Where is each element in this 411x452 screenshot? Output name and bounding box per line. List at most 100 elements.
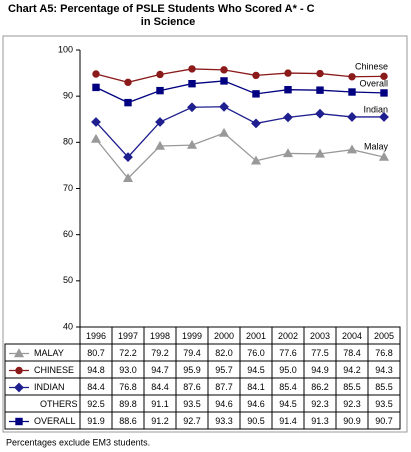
marker xyxy=(283,112,293,123)
marker xyxy=(284,69,292,77)
x-tick-label: 2000 xyxy=(214,331,234,341)
x-tick-label: 2003 xyxy=(310,331,330,341)
legend-marker xyxy=(15,417,23,426)
table-value: 80.7 xyxy=(87,348,105,358)
table-value: 95.7 xyxy=(215,365,233,375)
chart-title: Chart A5: Percentage of PSLE Students Wh… xyxy=(8,3,315,15)
table-value: 88.6 xyxy=(119,416,137,426)
table-value: 92.3 xyxy=(311,399,329,409)
marker xyxy=(188,80,196,88)
table-value: 91.2 xyxy=(151,416,169,426)
marker xyxy=(252,90,260,98)
x-tick-label: 1997 xyxy=(118,331,138,341)
table-value: 91.3 xyxy=(311,416,329,426)
table-value: 79.2 xyxy=(151,348,169,358)
marker xyxy=(218,127,230,137)
table-value: 95.9 xyxy=(183,365,201,375)
table-value: 84.4 xyxy=(151,382,169,392)
table-value: 93.5 xyxy=(183,399,201,409)
y-tick-label: 50 xyxy=(63,275,73,285)
table-value: 94.9 xyxy=(311,365,329,375)
marker xyxy=(90,133,102,143)
table-value: 90.7 xyxy=(375,416,393,426)
marker xyxy=(155,117,165,127)
y-tick-label: 100 xyxy=(58,44,73,54)
annotation: Malay xyxy=(364,141,389,151)
table-value: 94.2 xyxy=(343,365,361,375)
legend-marker xyxy=(15,366,23,375)
marker xyxy=(220,77,228,85)
marker xyxy=(186,139,198,149)
table-value: 77.5 xyxy=(311,348,329,358)
table-value: 79.4 xyxy=(183,348,201,358)
table-value: 92.7 xyxy=(183,416,201,426)
table-value: 85.4 xyxy=(279,382,297,392)
marker xyxy=(252,71,260,80)
y-tick-label: 60 xyxy=(63,229,73,239)
marker xyxy=(282,148,294,158)
table-value: 91.4 xyxy=(279,416,297,426)
table-value: 76.8 xyxy=(375,348,393,358)
marker xyxy=(92,83,100,92)
marker xyxy=(156,86,164,95)
table-value: 90.9 xyxy=(343,416,361,426)
table-value: 93.0 xyxy=(119,365,137,375)
table-value: 94.5 xyxy=(247,365,265,375)
marker xyxy=(124,98,132,107)
table-value: 91.9 xyxy=(87,416,105,426)
marker xyxy=(380,89,388,97)
table-value: 93.5 xyxy=(375,399,393,409)
footnote: Percentages exclude EM3 students. xyxy=(6,437,150,447)
legend-label: CHINESE xyxy=(34,365,74,375)
marker xyxy=(378,151,390,161)
annotation: Chinese xyxy=(355,61,388,71)
table-value: 93.3 xyxy=(215,416,233,426)
marker xyxy=(314,148,326,158)
x-tick-label: 2002 xyxy=(278,331,298,341)
marker xyxy=(122,173,134,183)
table-value: 76.0 xyxy=(247,348,265,358)
table-value: 91.1 xyxy=(151,399,169,409)
marker xyxy=(251,118,261,129)
table-value: 94.3 xyxy=(375,365,393,375)
chart-frame xyxy=(2,35,408,433)
series-line xyxy=(95,68,385,83)
annotation: Overall xyxy=(359,78,388,88)
y-tick-label: 70 xyxy=(63,183,73,193)
x-tick-label: 2005 xyxy=(374,331,394,341)
table-value: 87.6 xyxy=(183,382,201,392)
table-value: 84.1 xyxy=(247,382,265,392)
legend-label: OTHERS xyxy=(40,399,78,409)
table-value: 85.5 xyxy=(343,382,361,392)
table-value: 94.5 xyxy=(279,399,297,409)
marker xyxy=(187,102,197,113)
marker xyxy=(219,101,229,112)
table-value: 92.3 xyxy=(343,399,361,409)
marker xyxy=(284,86,292,94)
series-line xyxy=(95,106,384,159)
marker xyxy=(348,73,356,81)
x-tick-label: 1996 xyxy=(86,331,106,341)
chart-title: in Science xyxy=(141,16,195,28)
annotation: Indian xyxy=(363,104,388,114)
table-value: 92.5 xyxy=(87,399,105,409)
table-value: 77.6 xyxy=(279,348,297,358)
table-value: 87.7 xyxy=(215,382,233,392)
table-value: 94.6 xyxy=(247,399,265,409)
table-value: 89.8 xyxy=(119,399,137,409)
marker xyxy=(123,152,133,163)
marker xyxy=(348,88,356,96)
series-line xyxy=(95,132,385,180)
table-value: 94.6 xyxy=(215,399,233,409)
marker xyxy=(91,117,101,127)
legend-marker xyxy=(13,348,25,358)
marker xyxy=(315,108,325,119)
y-tick-label: 90 xyxy=(63,91,73,101)
marker xyxy=(154,140,166,150)
x-tick-label: 2001 xyxy=(246,331,266,341)
table-value: 94.8 xyxy=(87,365,105,375)
legend-marker xyxy=(14,382,24,393)
table-value: 86.2 xyxy=(311,382,329,392)
table-value: 85.5 xyxy=(375,382,393,392)
